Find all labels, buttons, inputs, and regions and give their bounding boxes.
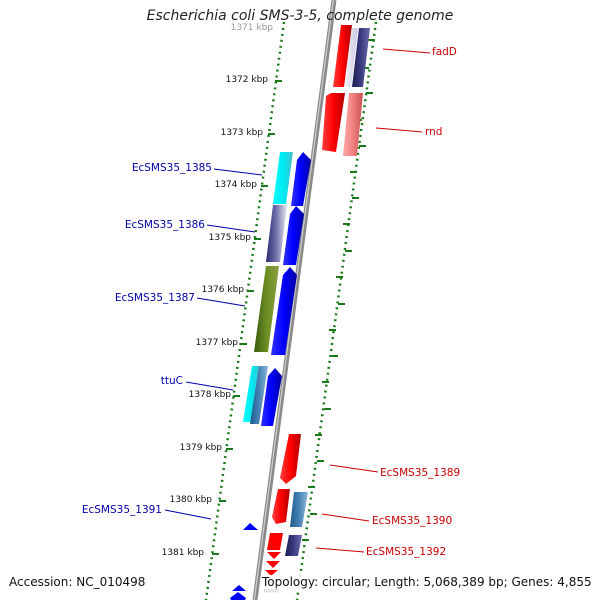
ruler-label: 1379 kbp [180,443,223,453]
gene-label-EcSMS35_1387: EcSMS35_1387 [115,292,195,304]
gene-label-EcSMS35_1389: EcSMS35_1389 [380,467,460,479]
leader-EcSMS35_1389 [329,464,379,473]
gene-EcSMS35_1385-cyan [273,152,293,204]
leader-EcSMS35_1386 [206,224,256,233]
ruler-label: 1381 kbp [162,548,205,558]
leader-EcSMS35_1391 [164,509,212,520]
gene-label-EcSMS35_1391: EcSMS35_1391 [82,504,162,516]
accession-text: Accession: NC_010498 [9,575,146,589]
gene-EcSMS35_1392 [285,535,302,556]
gene-red-small-1 [267,533,283,550]
ruler-label: 1378 kbp [189,390,232,400]
ruler-label: 1371 kbp [231,23,274,33]
gene-fadD-light [345,28,358,87]
gene-label-EcSMS35_1390: EcSMS35_1390 [372,515,452,527]
gene-EcSMS35_1386-navy [266,205,287,262]
gene-EcSMS35_1386 [283,206,304,265]
leader-ttuC [185,381,234,391]
gene-fadD-red [333,25,352,87]
gene-ttuC-cyan [243,366,260,422]
ruler-label: 1375 kbp [209,233,252,243]
gene-ttuC-steel [250,366,268,424]
gene-label-rnd: rnd [425,126,442,138]
leader-fadD [382,48,431,54]
gene-label-EcSMS35_1385: EcSMS35_1385 [132,162,212,174]
inner-ruler-dots [204,21,286,600]
leader-EcSMS35_1385 [213,168,263,176]
genome-backbone [252,0,337,600]
ruler-label: 1374 kbp [215,180,258,190]
ruler-label: 1372 kbp [226,75,269,85]
gene-EcSMS35_1387 [271,267,297,355]
outer-tick-marks [302,39,375,541]
gene-rnd-pink [343,93,363,156]
gene-EcSMS35_1389 [280,434,301,484]
ruler-label: 1377 kbp [196,338,239,348]
gene-EcSMS35_1387-olive [254,266,279,352]
gene-EcSMS35_1391 [243,523,258,530]
gene-EcSMS35_1390-blue [290,492,308,527]
gene-ttuC [261,368,282,426]
gene-EcSMS35_1385 [291,152,311,206]
gene-label-ttuC: ttuC [161,375,183,387]
ruler-label: 1373 kbp [221,128,264,138]
outer-ruler-dots [295,21,378,600]
gene-label-fadD: fadD [432,46,457,58]
gene-blue-arrow-1 [232,585,246,591]
gene-fadD-navy [352,28,370,87]
gene-red-arrow-3 [265,570,278,576]
inner-tick-marks [212,80,282,555]
leader-rnd [375,127,423,133]
leader-EcSMS35_1390 [321,513,370,522]
genome-summary-text: Topology: circular; Length: 5,068,389 bp… [262,575,592,589]
gene-red-arrow-2 [266,561,280,568]
genome-backbone-highlight [253,0,334,600]
forward-features [230,152,311,600]
ruler-label: 1376 kbp [202,285,245,295]
gene-EcSMS35_1390-red [272,489,290,524]
gene-rnd-red [322,93,345,152]
leader-EcSMS35_1392 [315,547,365,553]
gene-red-arrow-1 [267,552,281,559]
map-title: Escherichia coli SMS-3-5, complete genom… [146,8,454,24]
gene-label-EcSMS35_1392: EcSMS35_1392 [366,546,446,558]
gene-blue-arrow-2 [230,592,246,600]
leader-EcSMS35_1387 [196,297,246,307]
gene-label-EcSMS35_1386: EcSMS35_1386 [125,219,205,231]
ruler-label: 1380 kbp [170,495,213,505]
